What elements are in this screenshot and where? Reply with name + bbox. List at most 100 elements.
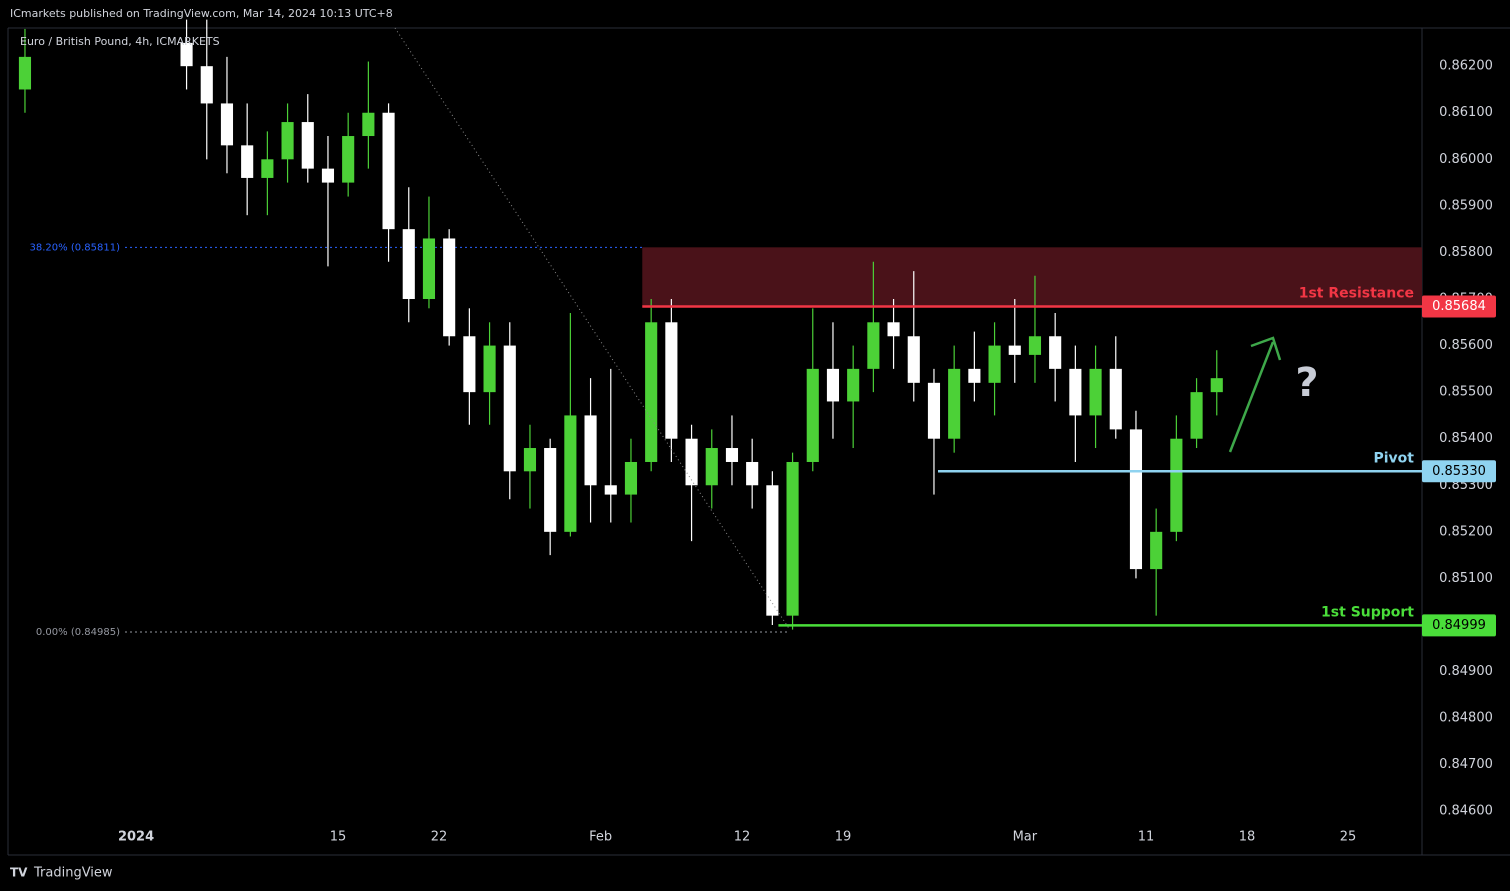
candle-body — [645, 322, 658, 462]
fib-label: 38.20% (0.85811) — [30, 242, 121, 253]
level-tag — [1422, 614, 1496, 637]
candle-body — [443, 238, 456, 337]
y-tick-label: 0.85800 — [1439, 245, 1493, 260]
candle-body — [948, 368, 961, 439]
candle-body — [1150, 531, 1163, 570]
level-name: 1st Resistance — [1299, 285, 1414, 301]
level-tag — [1422, 460, 1496, 483]
fib-label: 0.00% (0.84985) — [36, 627, 120, 638]
y-tick-label: 0.85400 — [1439, 431, 1493, 446]
candle-body — [1089, 368, 1102, 416]
candle-body — [503, 345, 516, 472]
x-tick-label: 15 — [330, 830, 347, 845]
candle-body — [867, 322, 880, 369]
candle-body — [907, 336, 920, 383]
question-mark: ? — [1295, 360, 1318, 406]
candle-body — [362, 112, 375, 137]
candle-body — [887, 322, 900, 337]
candle-body — [847, 368, 860, 402]
candle-body — [321, 168, 335, 183]
y-tick-label: 0.85100 — [1439, 571, 1493, 586]
header: ICmarkets published on TradingView.com, … — [10, 7, 393, 20]
arrow-shaft — [1228, 341, 1275, 453]
level-name: Pivot — [1374, 450, 1415, 466]
y-tick-label: 0.85900 — [1439, 198, 1493, 213]
candle-body — [483, 345, 496, 393]
level-tag-label: 0.85330 — [1432, 464, 1486, 479]
candle-body — [402, 229, 415, 300]
candle-body — [544, 448, 557, 532]
candle-body — [624, 461, 638, 495]
candle-body — [1109, 368, 1122, 430]
candle-body — [725, 448, 739, 462]
candle-body — [685, 438, 698, 486]
footer-logo: TV — [10, 866, 28, 880]
candle-body — [281, 122, 294, 160]
candle-body — [261, 159, 274, 178]
x-tick-label: 19 — [835, 830, 852, 845]
y-tick-label: 0.85200 — [1439, 524, 1493, 539]
plot: 38.20% (0.85811) 0.00% (0.84985) 1st Resis… — [18, 19, 1422, 638]
candle-body — [806, 368, 819, 462]
candle-body — [463, 336, 476, 393]
footer-brand: TradingView — [33, 866, 113, 881]
y-tick-label: 0.86200 — [1439, 59, 1493, 74]
x-tick-label: 12 — [734, 830, 751, 845]
candle-body — [1170, 438, 1183, 532]
level-name: 1st Support — [1321, 604, 1414, 620]
x-tick-label: 25 — [1340, 830, 1357, 845]
level-tag — [1422, 295, 1496, 318]
level-tag-label: 0.85684 — [1432, 299, 1486, 314]
x-tick-label: 22 — [431, 830, 448, 845]
candle-body — [1129, 429, 1143, 570]
arrow-head — [1250, 336, 1282, 361]
y-tick-label: 0.84900 — [1439, 664, 1493, 679]
y-tick-label: 0.85500 — [1439, 385, 1493, 400]
candle-body — [968, 368, 981, 383]
x-tick-label: 2024 — [118, 830, 154, 845]
candle-body — [382, 112, 395, 230]
candle-body — [786, 461, 799, 616]
candle-body — [200, 66, 213, 104]
candle-body — [1210, 378, 1223, 393]
candle-body — [1069, 368, 1082, 416]
y-tick-label: 0.84700 — [1439, 757, 1493, 772]
x-tick-label: Feb — [589, 830, 612, 845]
y-tick-label: 0.86100 — [1439, 105, 1493, 120]
candle-body — [988, 345, 1001, 383]
trend-line — [394, 27, 791, 631]
candle-body — [826, 368, 840, 402]
candle-body — [665, 322, 678, 439]
level-tag-label: 0.84999 — [1432, 618, 1486, 633]
candle-body — [180, 42, 193, 67]
candle-body — [1028, 336, 1042, 355]
candle-body — [1008, 345, 1021, 355]
candle-body — [927, 382, 941, 439]
symbol-label: Euro / British Pound, 4h, ICMARKETS — [20, 35, 220, 48]
y-tick-label: 0.85600 — [1439, 338, 1493, 353]
candle-body — [523, 448, 537, 472]
resistance-zone — [642, 247, 1422, 307]
candle-body — [705, 448, 718, 486]
candle-body — [18, 56, 32, 90]
candle-body — [564, 415, 577, 532]
x-tick-label: 18 — [1239, 830, 1256, 845]
candle-body — [220, 103, 234, 146]
candle-body — [746, 461, 759, 486]
x-tick-label: Mar — [1013, 830, 1038, 845]
y-tick-label: 0.84600 — [1439, 804, 1493, 819]
candle-body — [241, 145, 254, 178]
candle-body — [422, 238, 436, 300]
candle-body — [604, 485, 617, 495]
candle-body — [766, 485, 779, 616]
arrow — [1228, 336, 1282, 453]
candle-body — [342, 136, 355, 183]
candle-body — [1190, 392, 1203, 439]
y-tick-label: 0.86000 — [1439, 152, 1493, 167]
candle-body — [584, 415, 597, 486]
candle-body — [1049, 336, 1062, 369]
candle-body — [301, 122, 314, 169]
y-tick-label: 0.84800 — [1439, 711, 1493, 726]
